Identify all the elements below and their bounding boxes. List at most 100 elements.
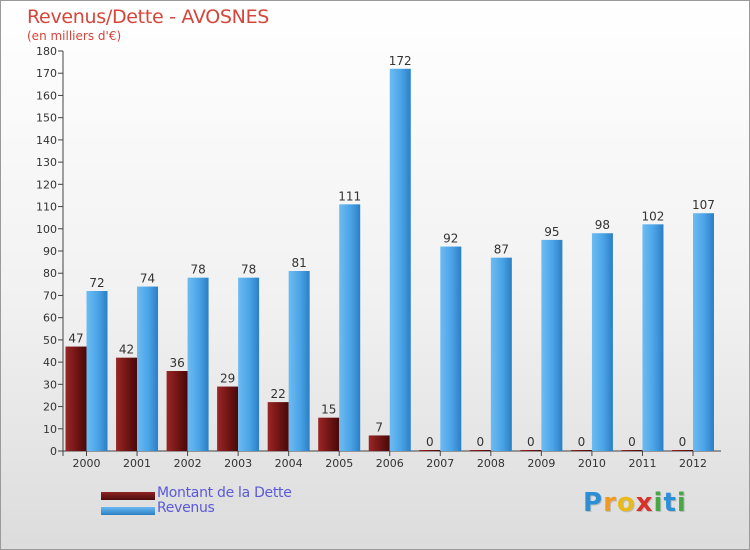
x-tick-label: 2007 <box>426 457 454 470</box>
data-label-revenus: 98 <box>595 218 610 232</box>
bar-revenus <box>339 204 361 451</box>
y-tick-label: 140 <box>36 134 57 147</box>
proxiti-logo: Proxiti <box>583 488 687 518</box>
x-tick-label: 2003 <box>224 457 252 470</box>
data-label-revenus: 74 <box>140 272 155 286</box>
legend-swatch-revenus <box>101 507 155 515</box>
bar-debt <box>570 450 592 451</box>
data-label-debt: 15 <box>321 403 336 417</box>
legend-label-revenus: Revenus <box>157 500 215 516</box>
x-tick-label: 2011 <box>628 457 656 470</box>
data-label-debt: 0 <box>426 435 434 449</box>
y-tick-label: 130 <box>36 156 57 169</box>
bar-revenus <box>642 224 664 451</box>
chart-subtitle: (en milliers d'€) <box>27 29 122 43</box>
data-label-revenus: 87 <box>494 243 509 257</box>
data-label-debt: 42 <box>119 343 134 357</box>
data-label-debt: 36 <box>169 356 184 370</box>
y-tick-label: 110 <box>36 201 57 214</box>
bar-revenus <box>490 257 512 451</box>
y-tick-label: 40 <box>43 356 57 369</box>
bar-debt <box>267 402 289 451</box>
y-tick-label: 10 <box>43 423 57 436</box>
data-label-debt: 22 <box>271 387 286 401</box>
bar-revenus <box>541 239 563 451</box>
data-label-revenus: 78 <box>241 263 256 277</box>
logo-letter: r <box>603 488 617 518</box>
data-label-debt: 0 <box>578 435 586 449</box>
y-tick-label: 180 <box>36 45 57 58</box>
y-tick-label: 20 <box>43 401 57 414</box>
logo-letter: i <box>653 488 664 518</box>
x-tick-label: 2012 <box>679 457 707 470</box>
y-tick-label: 30 <box>43 378 57 391</box>
x-tick-label: 2001 <box>123 457 151 470</box>
bar-debt <box>419 450 441 451</box>
data-label-debt: 0 <box>628 435 636 449</box>
data-label-revenus: 81 <box>292 256 307 270</box>
bar-debt <box>217 386 239 451</box>
legend-swatch-dette <box>101 492 155 500</box>
y-tick-label: 170 <box>36 67 57 80</box>
bar-debt <box>166 371 188 451</box>
x-tick-label: 2009 <box>527 457 555 470</box>
x-tick-label: 2005 <box>325 457 353 470</box>
bar-revenus <box>389 68 411 452</box>
bar-revenus <box>440 246 462 451</box>
y-tick-label: 90 <box>43 245 57 258</box>
logo-letter: i <box>676 488 687 518</box>
x-tick-label: 2010 <box>578 457 606 470</box>
bar-debt <box>671 450 693 451</box>
bar-revenus <box>591 233 613 451</box>
data-label-revenus: 111 <box>338 189 361 203</box>
bar-revenus <box>238 277 260 451</box>
data-label-debt: 0 <box>477 435 485 449</box>
y-tick-label: 100 <box>36 223 57 236</box>
bar-debt <box>469 450 491 451</box>
data-label-revenus: 172 <box>389 54 412 68</box>
data-label-revenus: 95 <box>544 225 559 239</box>
data-label-debt: 0 <box>527 435 535 449</box>
logo-letter: o <box>616 488 636 518</box>
x-tick-label: 2000 <box>73 457 101 470</box>
y-tick-label: 80 <box>43 267 57 280</box>
data-label-revenus: 78 <box>190 263 205 277</box>
data-label-revenus: 107 <box>692 198 715 212</box>
logo-letter: P <box>583 488 604 518</box>
bar-debt <box>520 450 542 451</box>
data-label-debt: 29 <box>220 372 235 386</box>
x-tick-label: 2008 <box>477 457 505 470</box>
y-tick-label: 150 <box>36 112 57 125</box>
bar-revenus <box>288 271 310 451</box>
y-tick-label: 160 <box>36 89 57 102</box>
data-label-revenus: 72 <box>89 276 104 290</box>
bar-debt <box>318 417 340 451</box>
data-label-debt: 7 <box>375 420 383 434</box>
y-tick-label: 70 <box>43 289 57 302</box>
chart-title: Revenus/Dette - AVOSNES <box>27 6 270 28</box>
data-label-revenus: 102 <box>642 209 665 223</box>
bar-debt <box>65 346 87 451</box>
data-label-debt: 0 <box>679 435 687 449</box>
y-tick-label: 0 <box>50 445 57 458</box>
y-tick-label: 120 <box>36 178 57 191</box>
bar-debt <box>621 450 643 451</box>
x-tick-label: 2006 <box>376 457 404 470</box>
bar-debt <box>116 357 138 451</box>
data-label-revenus: 92 <box>443 232 458 246</box>
bar-revenus <box>86 291 108 451</box>
bar-revenus <box>692 213 714 451</box>
bar-debt <box>368 435 390 451</box>
bar-revenus <box>137 286 159 451</box>
data-label-debt: 47 <box>68 332 83 346</box>
bar-revenus <box>187 277 209 451</box>
y-tick-label: 60 <box>43 312 57 325</box>
y-tick-label: 50 <box>43 334 57 347</box>
x-tick-label: 2004 <box>275 457 303 470</box>
x-tick-label: 2002 <box>174 457 202 470</box>
logo-letter: x <box>635 488 654 518</box>
legend-label-dette: Montant de la Dette <box>157 485 292 501</box>
logo-letter: t <box>663 488 677 518</box>
